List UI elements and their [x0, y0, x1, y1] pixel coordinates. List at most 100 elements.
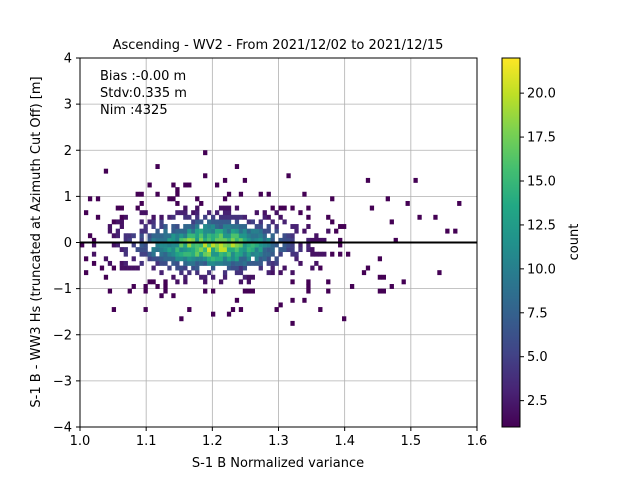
heatmap-cell [254, 242, 259, 248]
heatmap-cell [365, 177, 371, 183]
heatmap-cell [226, 311, 232, 317]
heatmap-cell [310, 251, 315, 257]
heatmap-cell [183, 214, 188, 220]
heatmap-cell [278, 247, 283, 253]
heatmap-cell [270, 260, 275, 266]
heatmap-cell [234, 247, 240, 253]
heatmap-cell [183, 260, 188, 266]
heatmap-cell [230, 260, 236, 266]
heatmap-cell [306, 237, 311, 243]
heatmap-cell [211, 233, 216, 239]
heatmap-cell [155, 260, 160, 266]
heatmap-cell [238, 260, 244, 266]
heatmap-cell [187, 242, 192, 248]
heatmap-cell [342, 316, 347, 322]
heatmap-cell [175, 228, 180, 234]
heatmap-cell [195, 247, 200, 253]
heatmap-cell [266, 256, 271, 262]
heatmap-cell [258, 233, 263, 239]
heatmap-cell [290, 247, 295, 253]
heatmap-cell [147, 251, 152, 257]
colorbar-tick-label: 12.5 [527, 218, 556, 233]
heatmap-cell [187, 237, 192, 243]
heatmap-cell [322, 237, 327, 243]
heatmap-cell [107, 288, 113, 294]
heatmap-cell [195, 260, 200, 266]
heatmap-cell [119, 224, 124, 229]
heatmap-cell [230, 237, 236, 243]
colorbar-tick-label: 5.0 [527, 350, 548, 365]
heatmap-cell [270, 251, 275, 257]
heatmap-cell [238, 233, 244, 239]
heatmap-cell [381, 274, 386, 280]
heatmap-cell [143, 228, 148, 234]
heatmap-cell [270, 247, 275, 253]
heatmap-cell [195, 219, 200, 225]
heatmap-cell [203, 228, 208, 234]
heatmap-cell [230, 228, 236, 234]
heatmap-cell [254, 251, 259, 257]
heatmap-cell [199, 247, 204, 253]
heatmap-cell [250, 219, 255, 225]
heatmap-cell [250, 274, 255, 280]
heatmap-cell [171, 274, 176, 280]
heatmap-cell [246, 237, 252, 243]
heatmap-cell [230, 214, 236, 220]
heatmap-cell [270, 270, 275, 276]
bias-annotation: Bias :-0.00 m [100, 69, 186, 84]
heatmap-cell [338, 224, 343, 229]
stdv-annotation: Stdv:0.335 m [100, 86, 187, 101]
heatmap-cell [167, 242, 172, 248]
heatmap-cell [270, 242, 275, 248]
heatmap-cell [159, 224, 164, 229]
heatmap-cell [143, 224, 148, 229]
heatmap-cell [222, 251, 228, 257]
heatmap-cell [203, 233, 208, 239]
heatmap-cell [171, 228, 176, 234]
heatmap-cell [175, 247, 180, 253]
heatmap-cell [203, 256, 208, 262]
heatmap-cell [123, 260, 128, 266]
heatmap-cell [195, 205, 200, 211]
heatmap-cell [250, 242, 255, 248]
heatmap-cell [306, 205, 311, 211]
heatmap-cell [234, 219, 240, 225]
heatmap-cell [226, 214, 232, 220]
heatmap-cell [199, 200, 204, 206]
heatmap-cell [314, 237, 319, 243]
heatmap-cell [211, 260, 216, 266]
heatmap-cell [369, 205, 375, 211]
heatmap-cell [135, 265, 140, 271]
heatmap-cell [338, 237, 343, 243]
heatmap-cell [163, 228, 168, 234]
heatmap-cell [159, 233, 164, 239]
heatmap-cell [123, 237, 128, 243]
heatmap-cell [191, 265, 196, 271]
heatmap-cell [222, 270, 228, 276]
heatmap-cell [242, 256, 248, 262]
heatmap-cell [218, 224, 224, 229]
heatmap-cell [187, 260, 192, 266]
heatmap-cell [143, 284, 148, 289]
heatmap-cell [87, 196, 93, 202]
heatmap-cell [191, 247, 196, 253]
y-axis-ticks: 4 3 2 1 0 −1 −2 −3 −4 [53, 52, 80, 436]
heatmap-cell [211, 224, 216, 229]
heatmap-cell [298, 260, 303, 266]
heatmap-cell [191, 210, 196, 216]
heatmap-cell [230, 233, 236, 239]
heatmap-cell [266, 270, 271, 276]
heatmap-cell [282, 233, 287, 239]
heatmap-cell [266, 224, 271, 229]
heatmap-cell [246, 256, 252, 262]
heatmap-cell [163, 279, 168, 285]
heatmap-cell [377, 256, 383, 262]
heatmap-cell [230, 242, 236, 248]
heatmap-cell [155, 237, 160, 243]
heatmap-cell [139, 191, 144, 197]
heatmap-cell [195, 270, 200, 276]
heatmap-cell [123, 247, 128, 253]
heatmap-cell [274, 242, 279, 248]
heatmap-cell [286, 173, 291, 179]
heatmap-cell [214, 224, 220, 229]
